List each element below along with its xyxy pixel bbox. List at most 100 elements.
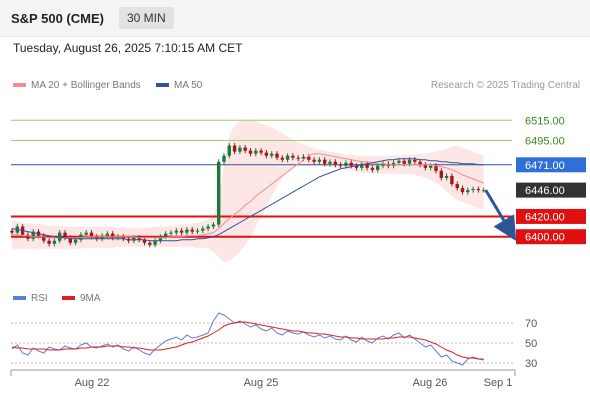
candle-body [434,165,438,171]
candle-body [338,164,343,166]
candle-body [482,190,486,192]
candle-body [63,232,67,238]
bollinger-band-area [12,120,484,262]
candle-body [164,233,168,237]
rsi-tick-50: 50 [525,338,537,350]
x-tick-label: Aug 26 [413,377,448,389]
level-label-6400.00: 6400.00 [525,232,565,244]
candle-body [185,229,189,233]
rsi-9ma-line [11,321,484,360]
candle-body [206,226,210,229]
candle-body [360,163,364,168]
level-label-6515.00: 6515.00 [525,115,565,127]
candle-body [52,240,57,244]
candle-body [444,175,449,178]
candle-body [26,234,30,239]
x-tick-label: Aug 25 [244,377,279,389]
candle-body [42,235,46,241]
legend-swatch [156,83,169,88]
candle-body [307,156,311,160]
candle-body [211,224,216,227]
candle-body [460,188,465,193]
candle-body [476,189,481,191]
timestamp: Tuesday, August 26, 2025 7:10:15 AM CET [13,41,243,55]
rsi-tick-30: 30 [525,358,537,370]
candle-body [450,175,454,185]
candle-body [349,162,353,166]
candle-body [227,145,231,156]
candle-body [10,230,14,233]
candle-body [471,189,475,191]
candle-body [381,163,385,166]
candle-body [248,150,253,154]
candle-body [317,159,322,162]
candle-body [142,239,147,243]
x-tick-label: Sep 1 [484,377,513,389]
candle-body [423,164,428,168]
candle-body [328,161,332,164]
level-tag-6420.00 [516,208,586,224]
candle-body [285,155,290,160]
level-tag-6471.00 [516,157,586,173]
candle-body [137,237,141,240]
candle-body [73,239,78,243]
level-label-6471.00: 6471.00 [525,160,565,172]
legend-item-bollinger: MA 20 + Bollinger Bands [13,80,141,91]
chart-header: S&P 500 (CME) 30 MIN [0,0,590,37]
candle-body [407,159,412,164]
legend-item-9ma: 9MA [62,293,101,304]
candle-body [439,170,443,178]
candle-body [397,160,401,163]
candle-body [190,229,194,232]
candle-body [95,236,99,239]
candle-body [201,228,205,231]
candle-body [243,147,247,151]
candle-body [84,232,88,235]
candle-body [111,233,115,238]
candle-body [354,165,359,168]
candle-body [323,159,327,164]
candle-body [429,165,433,168]
candle-body [31,231,35,239]
ma50-line [11,158,484,242]
candle-body [232,145,237,152]
candle-body [391,162,396,166]
legend-swatch [62,296,75,301]
candle-body [264,152,269,156]
candle-body [333,161,337,165]
ma20-line [12,153,484,239]
level-tag-6400.00 [516,229,586,245]
candle-body [238,147,242,152]
rsi-tick-70: 70 [525,318,537,330]
candle-body [301,156,306,159]
candle-body [370,167,375,170]
candle-body [455,184,459,189]
instrument-title: S&P 500 (CME) [11,11,104,26]
legend-swatch [13,296,26,301]
legend-label: 9MA [80,293,101,304]
candle-body [169,232,173,234]
forecast-arrow [484,189,517,241]
level-label-6420.00: 6420.00 [525,211,565,223]
candle-body [312,159,316,162]
candle-body [413,159,417,162]
candle-body [296,157,300,159]
level-tag-6446.00 [516,182,586,198]
research-credit: Research © 2025 Trading Central [430,80,580,91]
candle-body [291,155,295,158]
candle-body [344,162,348,166]
legend-swatch [13,83,26,88]
candle-body [174,230,178,233]
candle-body [47,240,51,244]
candle-body [105,233,110,236]
timeframe-button[interactable]: 30 MIN [119,7,174,29]
legend-label: RSI [31,293,48,304]
x-tick-label: Aug 22 [75,377,110,389]
candle-body [158,236,163,241]
candle-body [121,236,125,239]
candle-body [270,153,274,156]
candle-body [58,232,62,241]
level-label-6446.00: 6446.00 [525,185,565,197]
legend-item-ma50: MA 50 [156,80,202,91]
